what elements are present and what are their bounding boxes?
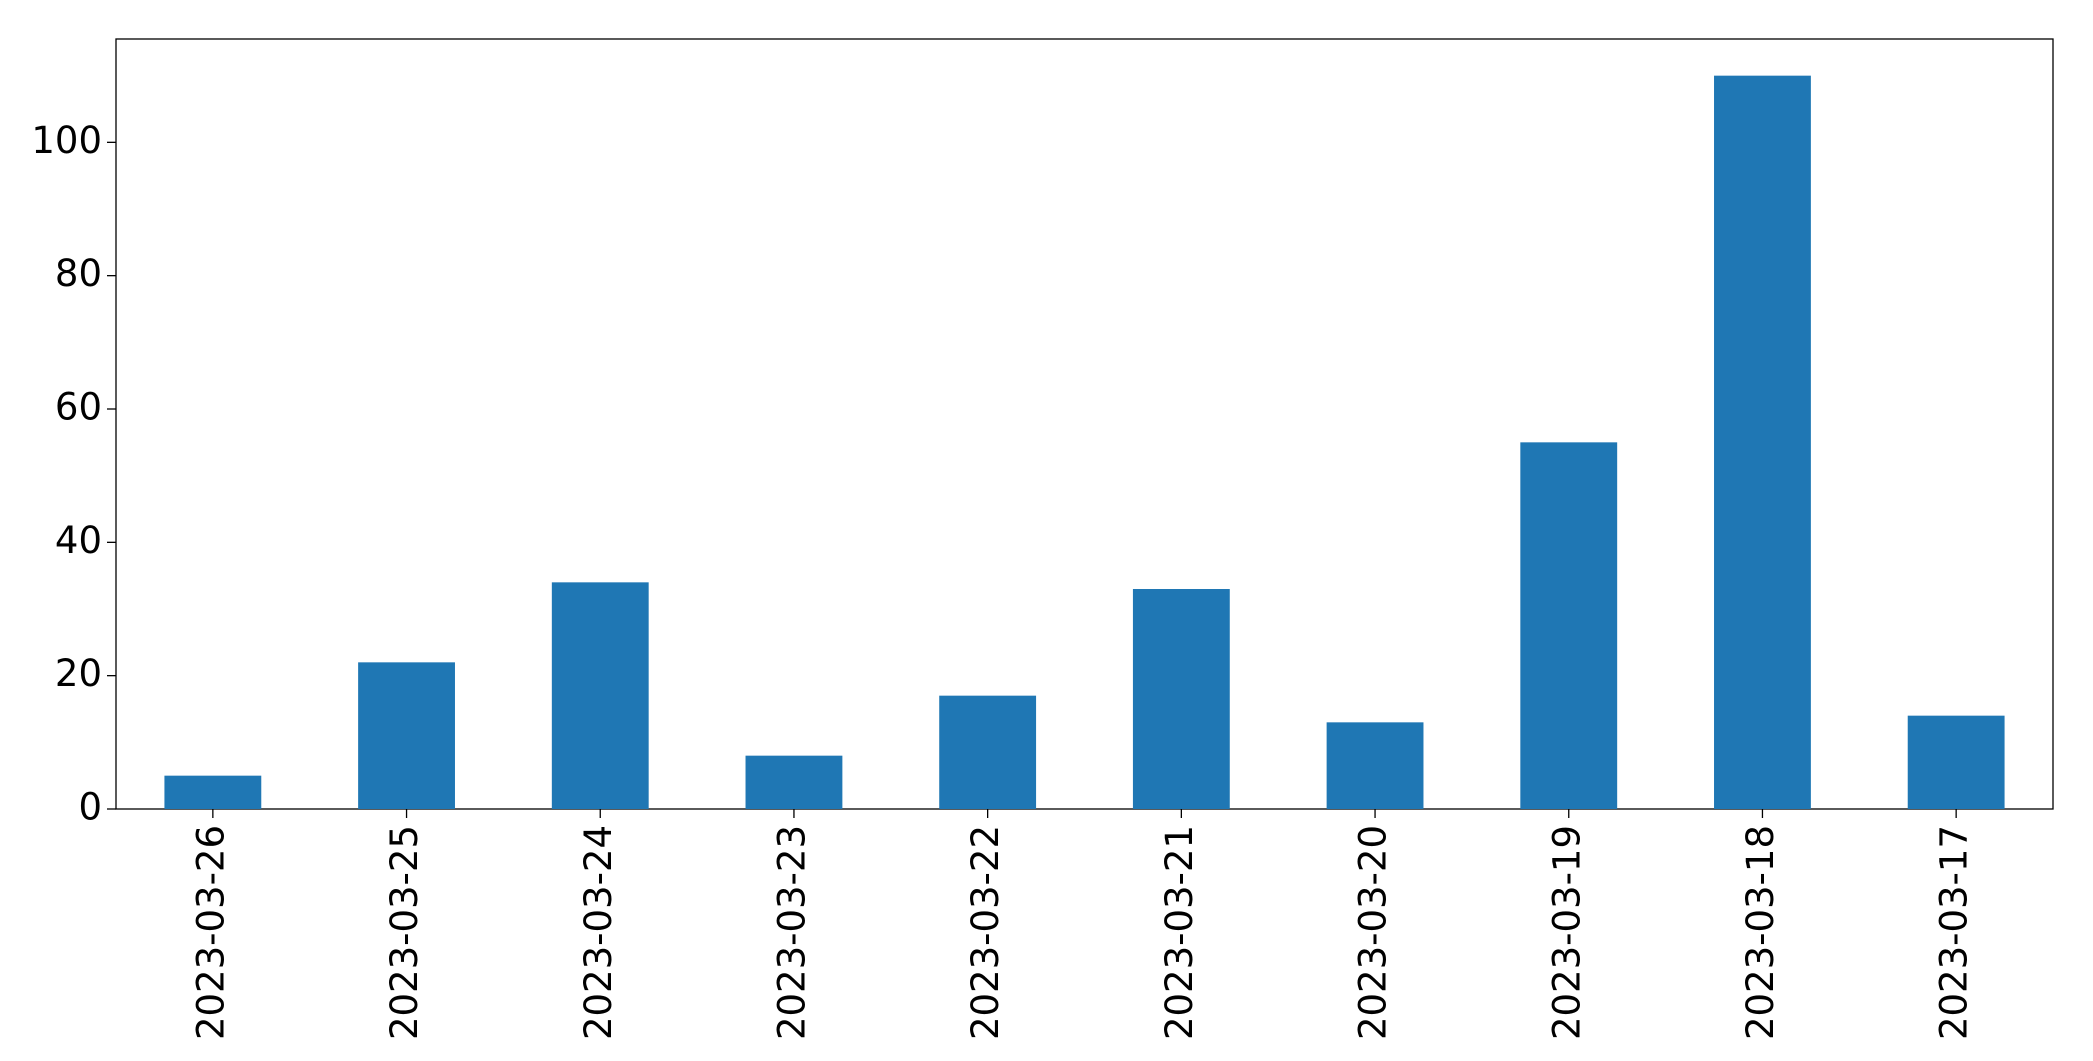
bar (164, 775, 262, 809)
bar (1714, 75, 1811, 809)
y-tick-label: 80 (55, 252, 102, 295)
x-tick-label: 2023-03-26 (189, 825, 232, 1040)
y-tick-label: 40 (55, 519, 102, 562)
x-tick-label: 2023-03-25 (383, 825, 426, 1040)
bar (1132, 589, 1230, 809)
bar (551, 582, 649, 809)
y-tick-label: 100 (31, 119, 102, 162)
y-tick-label: 60 (55, 386, 102, 429)
bar (939, 695, 1037, 809)
x-tick-label: 2023-03-20 (1352, 825, 1395, 1040)
bar (1907, 715, 2005, 809)
x-tick-label: 2023-03-22 (964, 825, 1007, 1040)
bar (1520, 442, 1618, 809)
bar (358, 662, 455, 809)
y-tick-label: 0 (78, 786, 102, 829)
x-tick-label: 2023-03-21 (1158, 825, 1201, 1040)
y-tick-label: 20 (55, 652, 102, 695)
x-tick-label: 2023-03-18 (1739, 825, 1782, 1040)
x-tick-label: 2023-03-17 (1933, 825, 1976, 1040)
bar (745, 755, 843, 809)
x-tick-label: 2023-03-24 (577, 825, 620, 1040)
x-tick-label: 2023-03-23 (770, 825, 813, 1040)
x-tick-label: 2023-03-19 (1545, 825, 1588, 1040)
bar (1326, 722, 1424, 809)
plot-frame (115, 38, 2054, 810)
